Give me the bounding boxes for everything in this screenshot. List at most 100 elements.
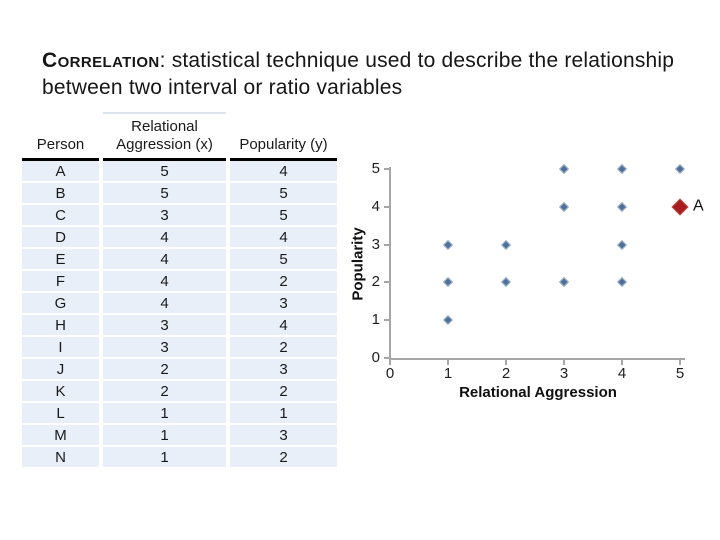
x-tick-label: 2 bbox=[501, 365, 511, 382]
table-cell: 1 bbox=[103, 403, 226, 425]
y-tick-mark bbox=[384, 357, 390, 359]
data-point-marker bbox=[501, 277, 511, 288]
x-axis-line bbox=[389, 358, 685, 360]
table-header-row: Person Relational Aggression (x) Popular… bbox=[22, 112, 337, 161]
data-point-marker bbox=[559, 164, 569, 174]
table-cell: 3 bbox=[103, 205, 226, 227]
table-cell: 2 bbox=[230, 337, 337, 359]
table-cell: F bbox=[22, 271, 99, 293]
x-tick-mark bbox=[505, 358, 507, 365]
y-tick-label: 4 bbox=[371, 197, 380, 215]
y-tick-label: 2 bbox=[371, 273, 380, 291]
table-cell: G bbox=[22, 293, 99, 315]
x-tick-label: 5 bbox=[675, 365, 685, 382]
table-cell: 2 bbox=[103, 359, 226, 381]
column-header-relational-aggression: Relational Aggression (x) bbox=[103, 112, 226, 161]
data-point-marker bbox=[443, 277, 453, 288]
highlighted-point-marker bbox=[671, 198, 689, 216]
table-cell: 1 bbox=[230, 403, 337, 425]
table-cell: 3 bbox=[230, 425, 337, 447]
x-tick-label: 3 bbox=[559, 365, 569, 382]
table-cell: 5 bbox=[103, 183, 226, 205]
slide-title: Correlation: statistical technique used … bbox=[42, 47, 687, 101]
data-point-marker bbox=[675, 164, 685, 174]
column-header-person: Person bbox=[22, 112, 99, 161]
table-cell: 5 bbox=[103, 161, 226, 183]
table-cell: 5 bbox=[230, 249, 337, 271]
y-axis-line bbox=[389, 167, 391, 360]
table-cell: 3 bbox=[230, 359, 337, 381]
table-cell: 4 bbox=[103, 293, 226, 315]
data-point-marker bbox=[559, 277, 569, 288]
table-cell: 5 bbox=[230, 183, 337, 205]
table-cell: D bbox=[22, 227, 99, 249]
table-cell: E bbox=[22, 249, 99, 271]
data-point-marker bbox=[617, 201, 627, 212]
title-keyword: Correlation bbox=[42, 49, 160, 73]
data-point-marker bbox=[617, 164, 627, 174]
x-tick-label: 1 bbox=[443, 365, 453, 382]
table-cell: 2 bbox=[103, 381, 226, 403]
y-tick-mark bbox=[384, 168, 390, 170]
table-cell: 2 bbox=[230, 271, 337, 293]
y-tick-mark bbox=[384, 319, 390, 322]
data-point-marker bbox=[617, 277, 627, 288]
table-cell: L bbox=[22, 403, 99, 425]
y-tick-label: 3 bbox=[371, 235, 380, 253]
y-tick-label: 0 bbox=[371, 349, 380, 366]
data-point-marker bbox=[443, 239, 453, 250]
table-cell: 4 bbox=[230, 161, 337, 183]
x-tick-mark bbox=[389, 358, 391, 365]
table-cell: B bbox=[22, 183, 99, 205]
x-tick-label: 0 bbox=[385, 365, 395, 382]
table-cell: C bbox=[22, 205, 99, 227]
table-cell: 4 bbox=[103, 249, 226, 271]
table-cell: M bbox=[22, 425, 99, 447]
y-tick-mark bbox=[384, 205, 390, 208]
column-header-popularity: Popularity (y) bbox=[230, 112, 337, 161]
y-tick-mark bbox=[384, 281, 390, 284]
data-point-marker bbox=[501, 239, 511, 250]
x-tick-mark bbox=[679, 358, 681, 365]
y-tick-mark bbox=[384, 243, 390, 246]
x-tick-mark bbox=[563, 358, 565, 365]
table-cell: 3 bbox=[103, 315, 226, 337]
x-axis-title: Relational Aggression bbox=[459, 384, 617, 401]
y-tick-label: 5 bbox=[371, 160, 380, 177]
table-cell: 1 bbox=[103, 425, 226, 447]
table-cell: N bbox=[22, 447, 99, 469]
table-cell: I bbox=[22, 337, 99, 359]
table-cell: 3 bbox=[230, 293, 337, 315]
table-cell: 2 bbox=[230, 381, 337, 403]
data-point-marker bbox=[617, 239, 627, 250]
table-cell: 2 bbox=[230, 447, 337, 469]
x-tick-mark bbox=[621, 358, 623, 365]
table-cell: 4 bbox=[230, 227, 337, 249]
x-tick-mark bbox=[447, 358, 449, 365]
data-point-marker bbox=[559, 201, 569, 212]
table-cell: A bbox=[22, 161, 99, 183]
table-cell: K bbox=[22, 381, 99, 403]
y-tick-label: 1 bbox=[371, 311, 380, 329]
table-cell: 4 bbox=[103, 271, 226, 293]
table-cell: 4 bbox=[230, 315, 337, 337]
table-cell: 5 bbox=[230, 205, 337, 227]
table-cell: 3 bbox=[103, 337, 226, 359]
table-cell: 1 bbox=[103, 447, 226, 469]
point-annotation: A bbox=[693, 197, 704, 215]
x-tick-label: 4 bbox=[617, 365, 627, 382]
